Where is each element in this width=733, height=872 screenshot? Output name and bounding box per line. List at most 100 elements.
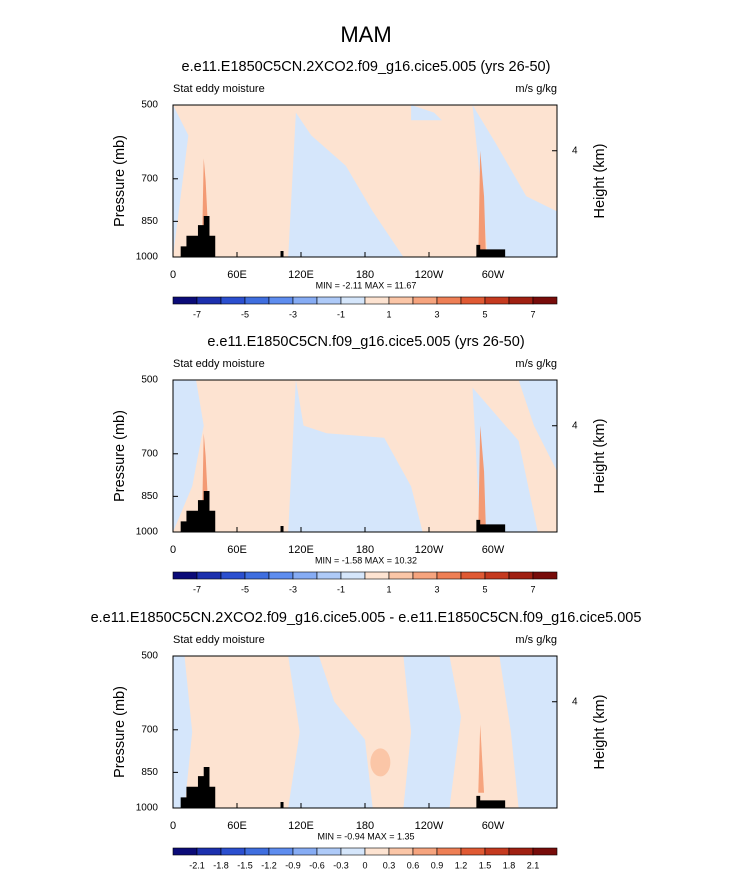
stats: MIN = -1.58 MAX = 10.32 (315, 555, 417, 565)
colorbar-label: 1.8 (503, 860, 516, 870)
x-tick-label: 120W (415, 269, 444, 281)
x-tick-label: 120W (415, 544, 444, 556)
colorbar-label: -7 (193, 584, 201, 594)
plume (478, 724, 485, 793)
colorbar-label: -1.2 (261, 860, 277, 870)
colorbar-box (388, 296, 414, 305)
colorbar-label: 0.9 (431, 860, 444, 870)
colorbar-box (292, 847, 318, 856)
colorbar-box (220, 571, 246, 580)
y2-axis-label: Height (km) (592, 144, 608, 219)
negative-region (411, 105, 442, 121)
colorbar-box (340, 571, 366, 580)
colorbar-label: 3 (434, 584, 439, 594)
colorbar-label: 7 (530, 309, 535, 319)
colorbar-box (316, 847, 342, 856)
x-tick-label: 120E (288, 269, 314, 281)
stats: MIN = -2.11 MAX = 11.67 (316, 280, 417, 290)
right-label: m/s g/kg (515, 358, 557, 370)
colorbar-label: -1 (337, 584, 345, 594)
topography (280, 251, 284, 257)
colorbar-box (484, 296, 510, 305)
colorbar-box (412, 847, 438, 856)
colorbar-box (292, 296, 318, 305)
colorbar-label: -3 (289, 309, 297, 319)
topography (280, 802, 284, 808)
colorbar-box (364, 571, 390, 580)
left-label: Stat eddy moisture (173, 358, 265, 370)
colorbar-label: -5 (241, 309, 249, 319)
colorbar-box (508, 571, 534, 580)
y-tick-label: 850 (141, 216, 158, 227)
colorbar-label: 7 (530, 584, 535, 594)
colorbar-box (364, 296, 390, 305)
colorbar-box (484, 847, 510, 856)
negative-region (499, 656, 557, 808)
y-axis-label: Pressure (mb) (112, 135, 128, 227)
figure-title: MAM (340, 22, 391, 47)
colorbar-label: 1.2 (455, 860, 468, 870)
colorbar-box (388, 571, 414, 580)
colorbar-label: 1 (386, 584, 391, 594)
x-tick-label: 60E (227, 269, 247, 281)
y-tick-label: 1000 (136, 527, 159, 538)
x-tick-label: 60E (227, 544, 247, 556)
topography (180, 215, 216, 257)
y2-tick-label: 4 (572, 696, 578, 707)
colorbar-box (436, 571, 462, 580)
y2-axis-label: Height (km) (592, 695, 608, 770)
colorbar-label: -0.3 (333, 860, 349, 870)
colorbar-box (412, 571, 438, 580)
y-tick-label: 500 (141, 375, 158, 386)
colorbar-box (364, 847, 390, 856)
y-tick-label: 500 (141, 651, 158, 662)
y-tick-label: 700 (141, 173, 158, 184)
panel-title: e.e11.E1850C5CN.f09_g16.cice5.005 (yrs 2… (207, 334, 524, 350)
x-tick-label: 60W (482, 544, 505, 556)
colorbar-box (268, 296, 294, 305)
colorbar-label: -0.9 (285, 860, 301, 870)
y-tick-label: 850 (141, 767, 158, 778)
colorbar-box (532, 571, 558, 580)
y-tick-label: 850 (141, 491, 158, 502)
negative-region (288, 112, 404, 257)
colorbar-box (244, 847, 270, 856)
colorbar-box (508, 847, 534, 856)
negative-region (288, 656, 373, 808)
plume (478, 150, 486, 257)
x-tick-label: 120W (415, 820, 444, 832)
x-tick-label: 120E (288, 820, 314, 832)
colorbar-label: -1 (337, 309, 345, 319)
colorbar-label: 5 (482, 584, 487, 594)
contour-field (173, 105, 557, 257)
right-label: m/s g/kg (515, 83, 557, 95)
colorbar-box (268, 847, 294, 856)
colorbar-label: -1.5 (237, 860, 253, 870)
colorbar-box (508, 296, 534, 305)
panel-title: e.e11.E1850C5CN.2XCO2.f09_g16.cice5.005 … (91, 610, 642, 626)
colorbar-box (172, 296, 198, 305)
y-tick-label: 700 (141, 448, 158, 459)
colorbar-box (172, 571, 198, 580)
colorbar-box (196, 571, 222, 580)
y-tick-label: 1000 (136, 803, 159, 814)
topography (476, 244, 506, 257)
colorbar-box (196, 847, 222, 856)
y-axis-label: Pressure (mb) (112, 410, 128, 502)
y2-axis-label: Height (km) (592, 419, 608, 494)
colorbar-label: 3 (434, 309, 439, 319)
colorbar-label: 5 (482, 309, 487, 319)
x-tick-label: 0 (170, 544, 176, 556)
plume (478, 425, 486, 532)
x-tick-label: 60E (227, 820, 247, 832)
colorbar-label: -1.8 (213, 860, 229, 870)
colorbar-label: -0.6 (309, 860, 325, 870)
stats: MIN = -0.94 MAX = 1.35 (317, 831, 414, 841)
contour-field (173, 656, 557, 808)
colorbar-box (532, 296, 558, 305)
x-tick-label: 0 (170, 820, 176, 832)
left-label: Stat eddy moisture (173, 634, 265, 646)
negative-region (472, 387, 538, 532)
